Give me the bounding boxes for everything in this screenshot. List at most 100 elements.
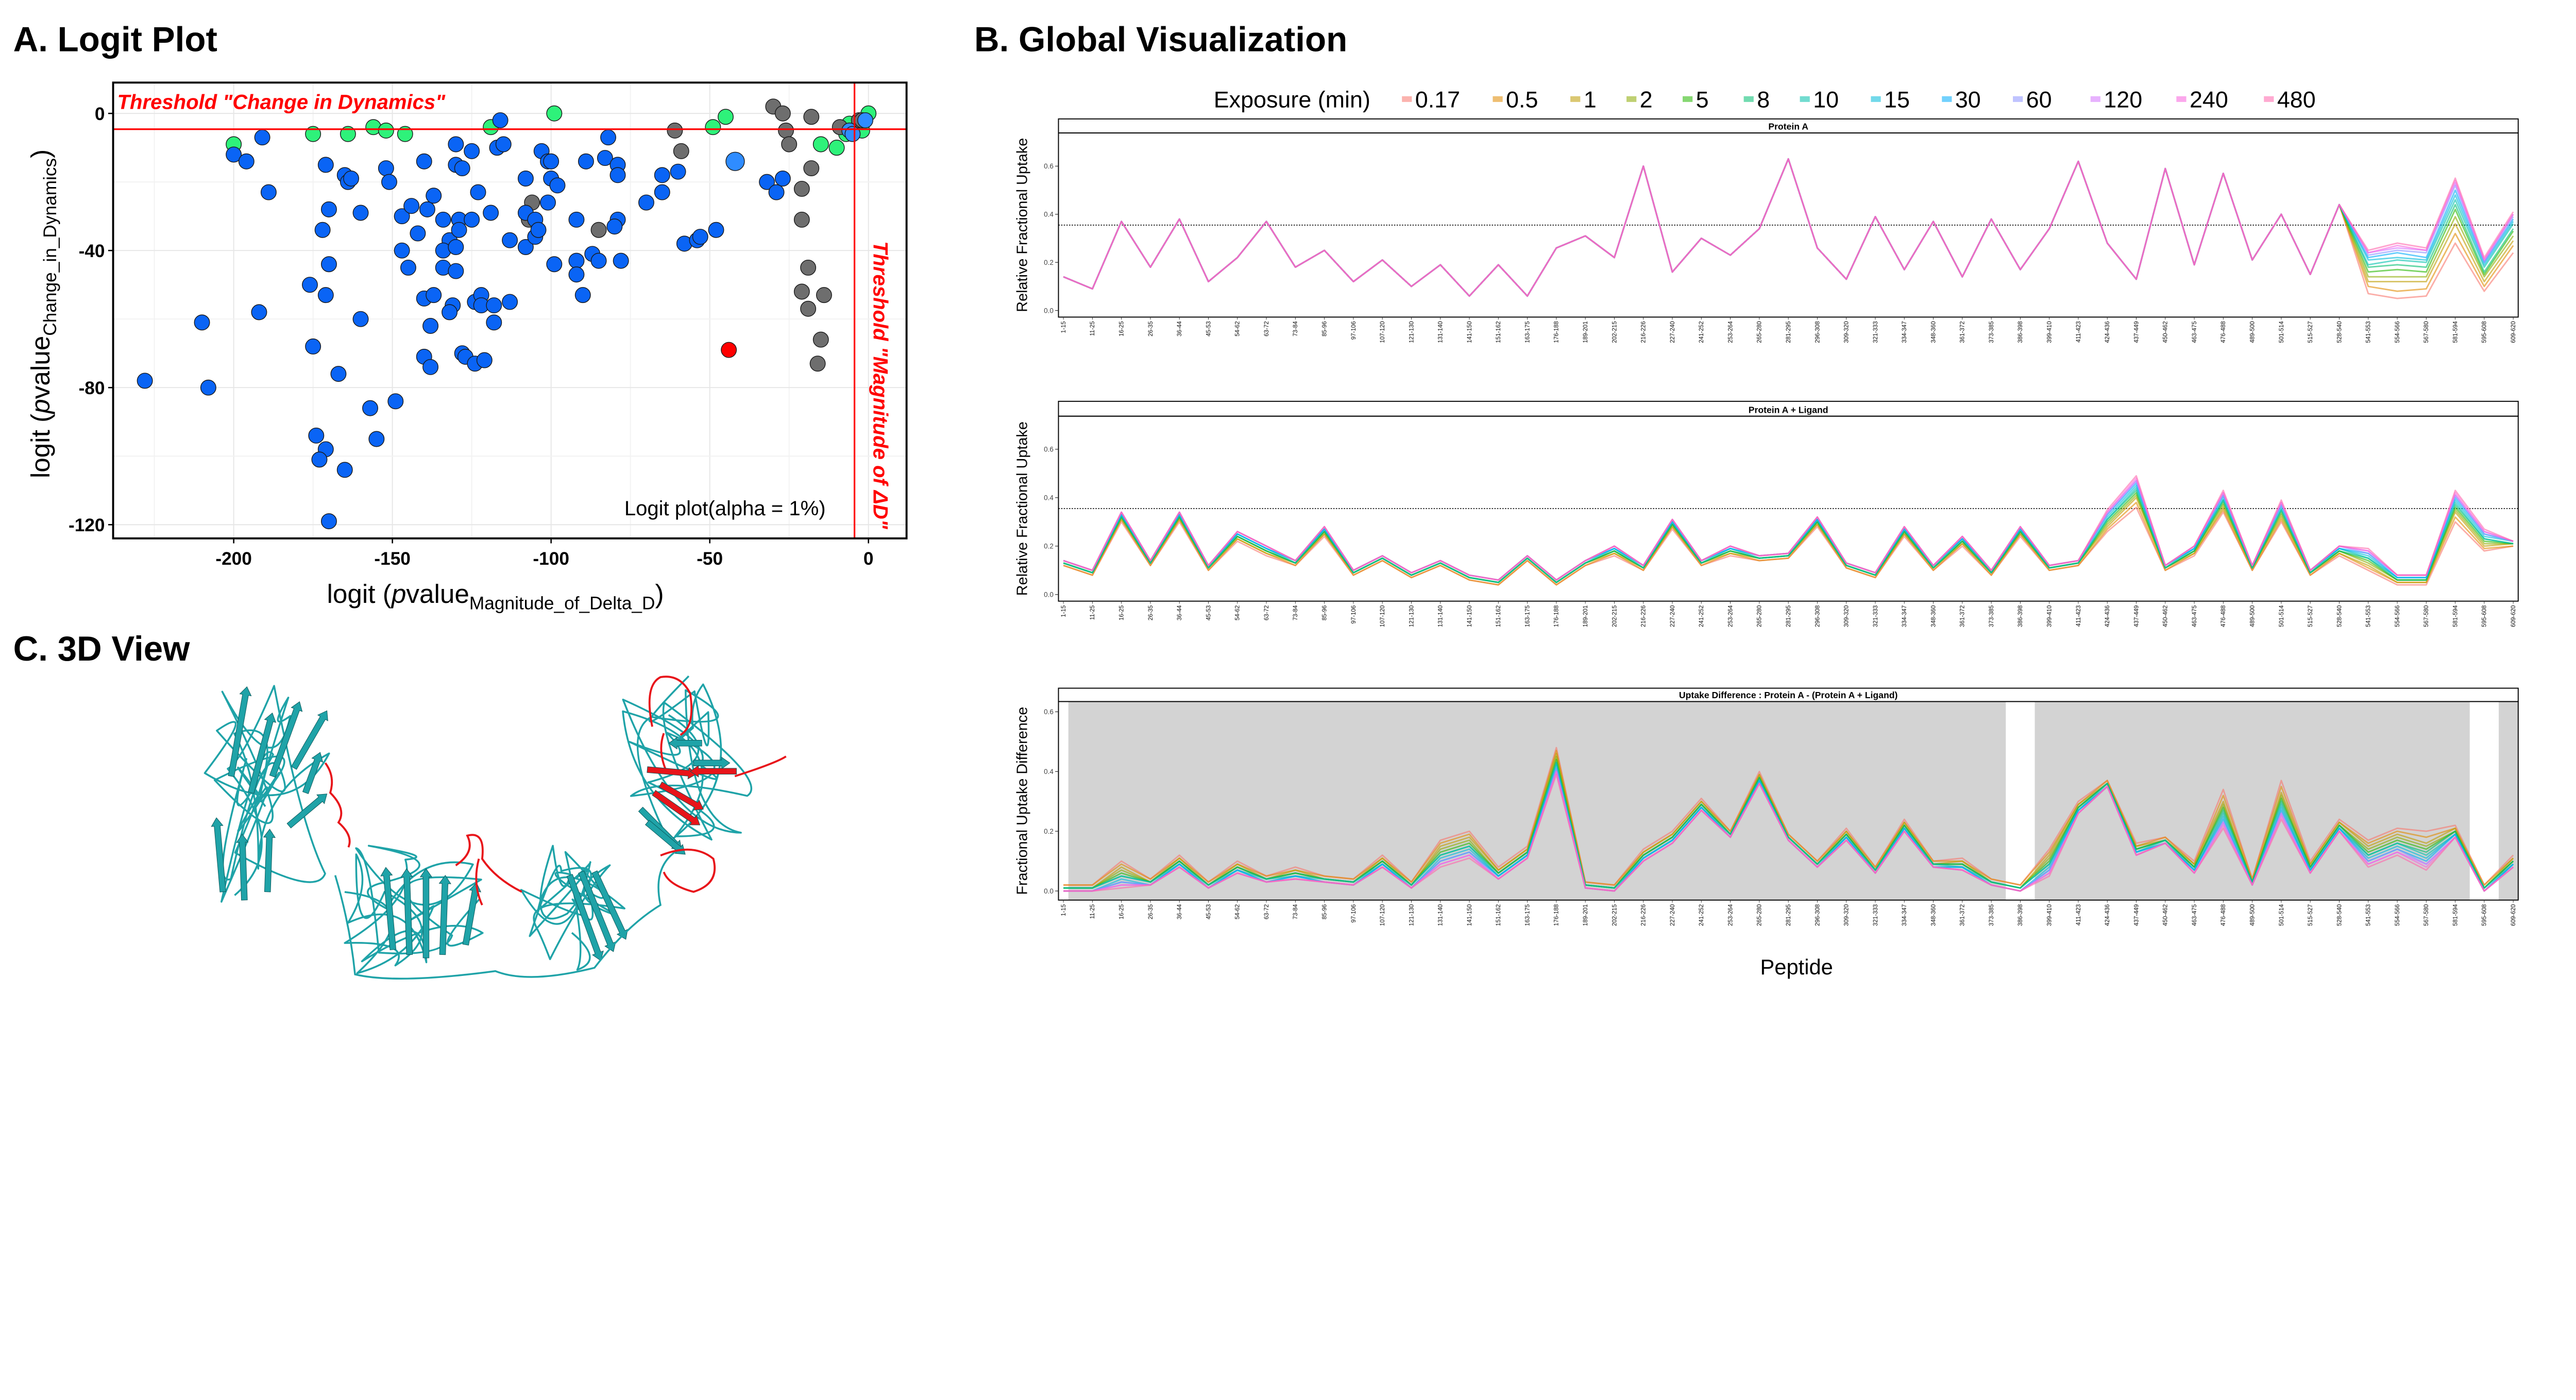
uptake-facets: Protein A 0.0 0.2 0.4 0.6 Relative Fractional… [1014,118,2519,926]
data-point [803,109,820,125]
y-axis-label: logit (pvalueChange_in_Dynamics) [26,149,60,478]
peptide-tick-label: 399-410 [2047,904,2053,926]
peptide-tick-label: 73-84 [1293,605,1299,620]
series-line-0.5 [1063,501,2514,586]
peptide-tick-label: 97-106 [1351,321,1357,340]
beta-strand-arrow [291,710,328,770]
peptide-tick-label: 450-462 [2163,605,2169,627]
data-point [606,218,623,235]
peptide-tick-label: 386-398 [2018,321,2024,343]
facet-2: Protein A + Ligand 0.0 0.2 0.4 0.6 Relative F… [1014,400,2519,627]
peptide-tick-label: 151-162 [1496,605,1502,627]
data-point [568,266,585,283]
global-visualization-panel: B. Global Visualization Exposure (min) 0… [974,20,2519,979]
peptide-tick-label: 476-488 [2221,904,2227,926]
peptide-tick-label: 73-84 [1293,904,1299,919]
peptide-tick-label: 296-308 [1815,904,1821,926]
peptide-tick-label: 73-84 [1293,321,1299,336]
data-point [654,184,670,200]
data-point [387,393,404,410]
peptide-tick-label: 36-44 [1177,321,1183,336]
highlighted-strand [652,790,701,825]
facet-1: Protein A 0.0 0.2 0.4 0.6 Relative Fractional… [1014,118,2519,343]
panel-c-title: C. 3D View [13,630,191,668]
peptide-tick-label: 595-608 [2482,321,2488,343]
protein-domain-1-strand [302,752,324,795]
data-point [692,229,708,245]
peptide-tick-label: 581-594 [2452,605,2459,627]
peptide-tick-label: 554-566 [2395,605,2401,627]
legend-label: 5 [1696,86,1709,112]
peptide-tick-label: 450-462 [2163,904,2169,926]
x-tick-label: 0 [863,549,874,569]
data-point [454,160,470,177]
data-point [340,126,356,142]
peptide-tick-label: 45-53 [1206,321,1212,336]
data-point [378,160,394,177]
data-point [320,513,337,530]
peptide-tick-label: 373-385 [1989,904,1995,926]
peptide-tick-label: 281-295 [1786,605,1792,627]
peptide-tick-label: 131-140 [1438,321,1444,343]
legend-label: 8 [1757,86,1770,112]
peptide-tick-label: 141-150 [1467,904,1473,926]
y-tick-label: 0.2 [1044,259,1054,266]
peptide-tick-label: 265-280 [1757,321,1763,343]
peptide-tick-label: 107-120 [1380,321,1386,343]
y-tick-label: -120 [69,515,105,535]
data-point [708,222,724,238]
series-line-0.5 [1063,750,2514,886]
protein-domain-1-strand [263,829,276,892]
data-point [828,140,845,156]
data-point [778,122,794,139]
peptide-tick-label: 296-308 [1815,605,1821,627]
peptide-tick-label: 54-62 [1235,321,1241,336]
peptide-tick-label: 541-553 [2366,904,2372,926]
legend-label: 30 [1955,86,1981,112]
peptide-tick-label: 348-360 [1930,321,1937,343]
data-point [451,222,467,238]
panel-b-title: B. Global Visualization [974,20,1347,59]
peptide-tick-label: 437-449 [2133,605,2140,627]
series-line-10 [1063,487,2514,583]
data-point [638,194,654,211]
peptide-tick-label: 361-372 [1960,904,1966,926]
beta-strand-arrow [302,752,324,795]
data-point [600,129,617,146]
peptide-tick-label: 515-527 [2308,321,2314,343]
data-point [320,201,337,217]
highlighted-strand [689,765,737,778]
facet-strip [1058,687,2519,702]
peptide-tick-label: 411-423 [2076,904,2082,925]
peptide-tick-label: 97-106 [1351,605,1357,624]
peptide-tick-label: 45-53 [1206,605,1212,620]
data-point [502,294,518,310]
data-point [317,287,334,303]
peptide-tick-label: 189-201 [1583,605,1589,627]
peptide-tick-label: 16-25 [1119,605,1125,620]
peptide-tick-label: 309-320 [1844,321,1850,343]
peptide-tick-label: 321-333 [1873,904,1879,926]
peptide-tick-label: 141-150 [1467,605,1473,627]
data-point [667,122,683,139]
protein-domain-1-strand [228,686,252,777]
data-point [381,174,397,190]
protein-linker [334,850,678,980]
data-point [251,304,267,321]
data-point [254,129,270,146]
peptide-tick-label: 16-25 [1119,904,1125,919]
data-point [495,136,512,153]
peptide-tick-label: 424-436 [2105,605,2111,627]
facet-plot-frame [1058,701,2519,901]
peptide-tick-label: 541-553 [2366,321,2372,343]
data-point [774,171,791,187]
peptide-tick-label: 528-540 [2336,321,2343,343]
data-point [486,314,502,331]
data-point [793,283,810,300]
peptide-tick-label: 202-215 [1612,605,1618,627]
figure: A. Logit Plot Threshold "Change in Dynam… [13,20,2519,980]
data-point [483,205,499,221]
protein-domain-4-strand [668,737,702,750]
data-point [302,277,318,293]
peptide-tick-label: 11-25 [1090,904,1096,919]
